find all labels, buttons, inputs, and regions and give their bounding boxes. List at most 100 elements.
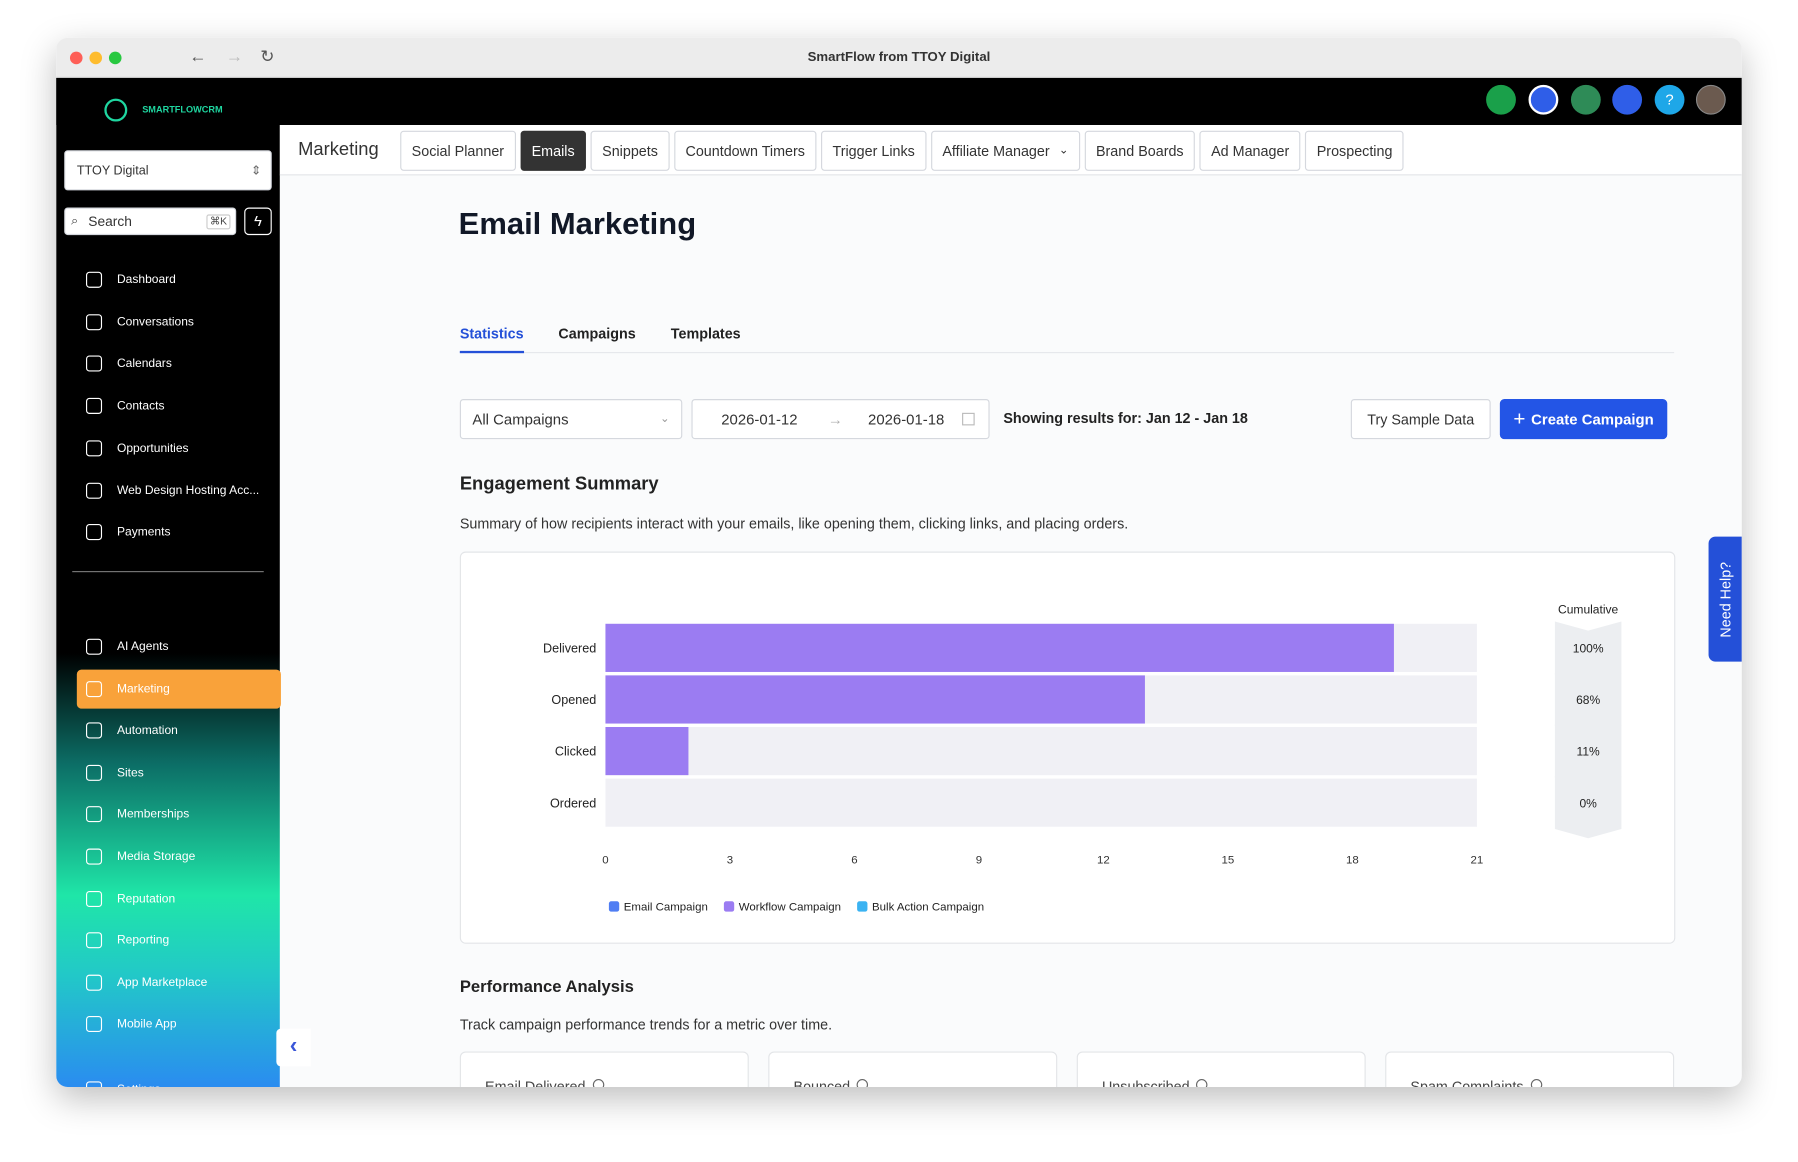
nav-item[interactable]: Reporting — [77, 921, 281, 960]
chevron: ⌄ — [1058, 144, 1069, 158]
page-tab[interactable]: Campaigns — [558, 325, 636, 342]
nav-item[interactable]: Memberships — [77, 795, 281, 834]
metric-label: Email Delivered — [485, 1079, 585, 1087]
cumulative-label: 0% — [1579, 796, 1597, 810]
bar-track — [605, 778, 1477, 827]
section-heading: Performance Analysis — [459, 978, 634, 997]
legend-swatch — [857, 901, 868, 912]
minimize-dot[interactable] — [89, 51, 103, 65]
nav-item[interactable]: Sites — [77, 753, 281, 792]
bar — [605, 726, 689, 776]
nav-tab[interactable]: Trigger Links — [821, 130, 927, 171]
metric-label: Bounced — [794, 1079, 851, 1087]
search-box[interactable]: ⌕ Search ⌘K — [64, 207, 237, 236]
nav-icon — [86, 355, 103, 372]
forward-button[interactable]: → — [225, 47, 244, 67]
nav-item[interactable]: Dashboard — [77, 260, 281, 299]
close-dot[interactable] — [69, 51, 83, 65]
date-start: 2026-01-12 — [721, 410, 798, 428]
nav-tab[interactable]: Social Planner — [400, 130, 516, 171]
announce-button[interactable] — [1570, 84, 1601, 115]
nav-item[interactable]: Opportunities — [77, 429, 281, 468]
nav-icon — [86, 764, 103, 781]
nav-item[interactable]: Settings — [77, 1070, 281, 1088]
main: Marketing Social Planner Emails Snippets Co… — [279, 124, 1742, 1088]
bar-track — [605, 726, 1477, 776]
nav-icon — [86, 806, 103, 823]
reload-button[interactable]: ↻ — [260, 47, 275, 67]
cumulative-label: 11% — [1577, 745, 1600, 759]
campaign-filter[interactable]: All Campaigns ⌄ — [459, 399, 683, 440]
x-tick-label: 0 — [602, 854, 608, 866]
legend-label: Workflow Campaign — [739, 901, 841, 913]
tab-divider — [459, 352, 1675, 354]
nav-label: Memberships — [116, 807, 190, 822]
info-icon — [592, 1079, 605, 1088]
collapse-button[interactable]: ‹ — [276, 1028, 311, 1067]
shortcut: ⌘K — [206, 213, 231, 229]
nav-item[interactable]: Marketing — [76, 669, 281, 709]
avatar[interactable] — [1695, 84, 1726, 115]
quick-action[interactable]: ϟ — [244, 207, 272, 236]
nav-tab[interactable]: Prospecting — [1305, 130, 1404, 171]
nav-icon — [86, 271, 103, 288]
chevron: ⌄ — [660, 412, 670, 426]
nav-tab[interactable]: Emails — [520, 130, 587, 171]
sample-button[interactable]: Try Sample Data — [1350, 399, 1491, 440]
nav-icon — [86, 524, 103, 541]
nav-label: AI Agents — [116, 639, 169, 654]
help-tab[interactable]: Need Help? — [1708, 536, 1742, 662]
page-tab[interactable]: Statistics — [459, 326, 524, 354]
nav-item[interactable]: Conversations — [77, 302, 281, 341]
nav-item[interactable]: Automation — [77, 711, 281, 750]
nav-item[interactable]: Media Storage — [77, 837, 281, 876]
sidebar: SMARTFLOWCRM TTOY Digital ⇕ ⌕ Search ⌘K ϟ D… — [56, 77, 281, 1088]
search-label: Search — [88, 213, 132, 230]
chevron: ⇕ — [250, 163, 262, 178]
section-description: Track campaign performance trends for a … — [459, 1017, 833, 1034]
nav-item[interactable]: Calendars — [77, 344, 281, 383]
nav-tab[interactable]: Snippets — [590, 130, 670, 171]
nav-item[interactable]: App Marketplace — [77, 963, 281, 1002]
help-button[interactable]: ? — [1654, 84, 1685, 115]
x-tick-label: 9 — [976, 854, 982, 866]
legend-swatch — [608, 901, 620, 912]
nav-tab[interactable]: Brand Boards — [1084, 130, 1196, 171]
nav-icon — [86, 1081, 103, 1088]
nav-item[interactable]: Payments — [77, 513, 281, 552]
cumulative-box — [1554, 724, 1622, 787]
phone-button[interactable] — [1486, 84, 1516, 115]
nav-label: Opportunities — [116, 441, 189, 455]
nav-item[interactable]: AI Agents — [77, 627, 281, 666]
page-tab[interactable]: Templates — [670, 325, 741, 342]
nav-tab[interactable]: Ad Manager — [1199, 130, 1301, 171]
nav-item[interactable]: Web Design Hosting Acc... — [77, 471, 281, 510]
ai-button[interactable] — [1528, 84, 1559, 115]
tab-label: Brand Boards — [1095, 142, 1184, 159]
bar — [605, 675, 1145, 724]
date-range[interactable]: 2026-01-12 → 2026-01-18 — [691, 399, 990, 440]
nav-item[interactable]: Contacts — [77, 387, 281, 426]
y-tick-label: Delivered — [543, 641, 596, 655]
y-tick-label: Ordered — [550, 796, 596, 810]
section-description: Summary of how recipients interact with … — [459, 516, 1129, 533]
nav-icon — [86, 974, 103, 991]
title-bar: ← → ↻ SmartFlow from TTOY Digital — [56, 37, 1742, 78]
nav-item[interactable]: Mobile App — [77, 1005, 281, 1044]
search-icon: ⌕ — [71, 213, 79, 228]
notifications-button[interactable] — [1612, 84, 1643, 115]
nav-item[interactable]: Reputation — [77, 879, 281, 918]
account-select[interactable]: TTOY Digital ⇕ — [64, 150, 272, 191]
create-button[interactable]: + Create Campaign — [1499, 399, 1668, 440]
logo-text: SMARTFLOWCRM — [142, 104, 223, 115]
cumulative-box — [1554, 673, 1622, 736]
date-end: 2026-01-18 — [868, 410, 945, 428]
nav-tab[interactable]: Countdown Timers — [673, 130, 817, 171]
tab-label: Countdown Timers — [685, 142, 805, 159]
nav-icon — [86, 680, 103, 697]
zoom-dot[interactable] — [108, 51, 122, 65]
back-button[interactable]: ← — [189, 47, 207, 67]
nav-tab[interactable]: Affiliate Manager ⌄ — [930, 130, 1080, 171]
tab-label: Social Planner — [411, 142, 505, 159]
